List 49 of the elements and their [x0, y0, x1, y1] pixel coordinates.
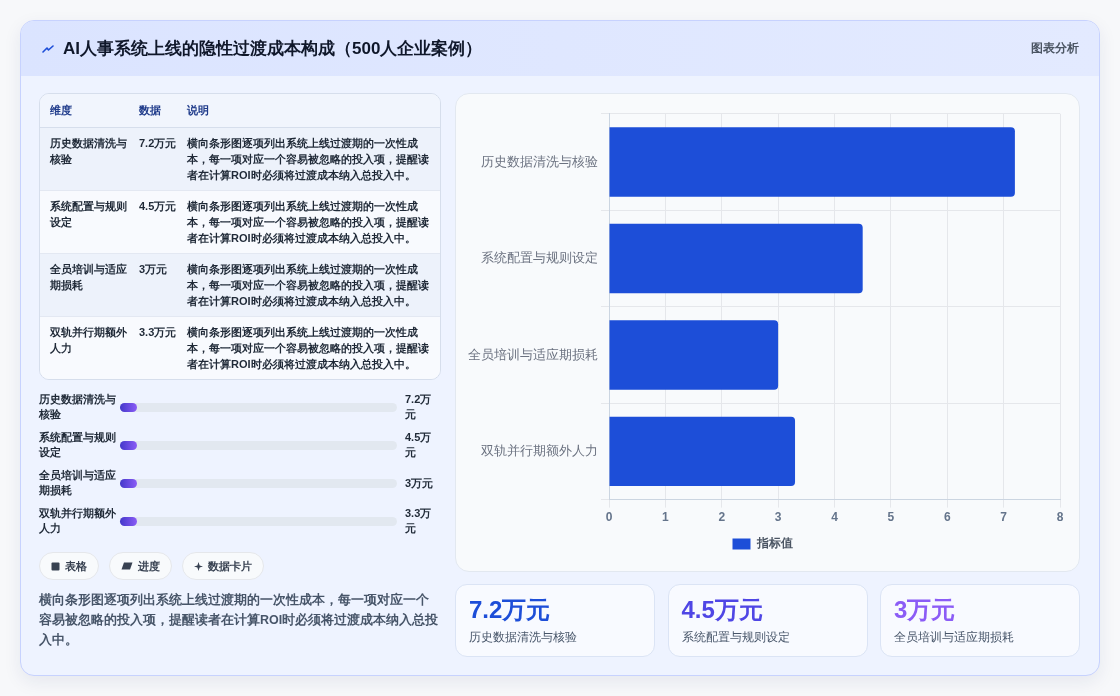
- text: 3万元: [405, 476, 434, 489]
- x-tick-label: 7: [1000, 510, 1008, 525]
- category-label: 历史数据清洗与核验: [50, 137, 127, 165]
- text: 3万元: [139, 263, 168, 275]
- text: 7.2万元: [469, 596, 551, 623]
- x-tick-label: 5: [887, 510, 895, 525]
- x-tick-label: 6: [943, 510, 951, 525]
- x-tick-label: 2: [718, 510, 726, 525]
- text: 进度: [138, 558, 160, 574]
- x-tick-label: 4: [831, 510, 839, 525]
- text: 维度: [50, 103, 73, 118]
- category-label: 系统配置与规则设定: [39, 431, 116, 458]
- x-tick-label: 0: [605, 510, 613, 525]
- text: 4.5万元: [681, 596, 763, 623]
- text: 数据: [139, 103, 162, 118]
- x-tick-label: 1: [662, 510, 670, 525]
- text: 7.2万元: [405, 393, 432, 420]
- text: 横向条形图逐项列出系统上线过渡期的一次性成本，每一项对应一个容易被忽略的投入项，提醒读者在计算ROI时必须将过渡成本纳入总投入中。: [39, 593, 439, 647]
- category-label: 历史数据清洗与核验: [469, 630, 577, 644]
- y-tick-label: 历史数据清洗与核验: [481, 153, 598, 169]
- text: AI人事系统上线的隐性过渡成本构成（500人企业案例）: [63, 38, 483, 60]
- y-tick-label: 全员培训与适应期损耗: [468, 346, 598, 362]
- text: 3.3万元: [405, 507, 432, 534]
- category-label: 历史数据清洗与核验: [39, 393, 116, 420]
- y-tick-label: 系统配置与规则设定: [481, 250, 598, 266]
- text: 4.5万元: [139, 200, 177, 212]
- category-label: 双轨并行期额外人力: [50, 326, 127, 354]
- text: 图表分析: [1031, 40, 1079, 57]
- category-label: 系统配置与规则设定: [681, 630, 790, 644]
- text: 7.2万元: [139, 137, 177, 149]
- category-label: 全员培训与适应期损耗: [894, 630, 1014, 644]
- text: 3万元: [894, 596, 956, 623]
- text: 说明: [187, 103, 210, 118]
- text: 横向条形图逐项列出系统上线过渡期的一次性成本，每一项对应一个容易被忽略的投入项，提醒读者在计算ROI时必须将过渡成本纳入总投入中。: [187, 200, 429, 244]
- legend-label: 指标值: [755, 536, 793, 551]
- category-label: 双轨并行期额外人力: [39, 507, 116, 534]
- x-tick-label: 3: [774, 510, 782, 525]
- category-label: 全员培训与适应期损耗: [39, 469, 116, 496]
- text: 4.5万元: [405, 431, 432, 458]
- y-tick-label: 双轨并行期额外人力: [481, 442, 598, 458]
- category-label: 系统配置与规则设定: [50, 200, 127, 228]
- text: 数据卡片: [208, 558, 252, 574]
- text: 3.3万元: [139, 326, 177, 338]
- text: 横向条形图逐项列出系统上线过渡期的一次性成本，每一项对应一个容易被忽略的投入项，提醒读者在计算ROI时必须将过渡成本纳入总投入中。: [187, 326, 429, 370]
- category-label: 全员培训与适应期损耗: [50, 263, 127, 291]
- text: 横向条形图逐项列出系统上线过渡期的一次性成本，每一项对应一个容易被忽略的投入项，提醒读者在计算ROI时必须将过渡成本纳入总投入中。: [187, 137, 429, 181]
- x-tick-label: 8: [1056, 510, 1064, 525]
- text: 表格: [65, 558, 87, 574]
- text: 横向条形图逐项列出系统上线过渡期的一次性成本，每一项对应一个容易被忽略的投入项，提醒读者在计算ROI时必须将过渡成本纳入总投入中。: [187, 263, 429, 307]
